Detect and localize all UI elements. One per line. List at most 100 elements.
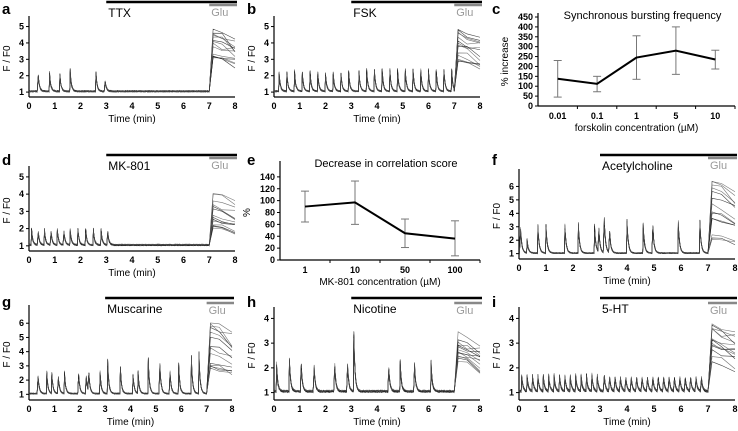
x-tick-label: 3 (597, 404, 602, 414)
x-tick-label: 2 (570, 404, 575, 414)
fluorescence-trace (273, 331, 481, 393)
y-tick-label: 3 (264, 338, 269, 348)
x-tick-label: 1 (52, 255, 57, 265)
fluorescence-trace (273, 337, 481, 393)
y-tick-label: 150 (518, 71, 533, 81)
fluorescence-trace (273, 334, 481, 394)
x-tick-label: 7 (452, 101, 457, 111)
fluorescence-trace (29, 218, 236, 246)
fluorescence-trace (273, 59, 481, 93)
x-tick-label: 1 (297, 404, 302, 414)
fluorescence-trace (518, 344, 736, 393)
x-tick-label: 0 (271, 101, 276, 111)
drug-label: FSK (353, 6, 376, 20)
y-tick-label: 2 (264, 363, 269, 373)
fluorescence-trace (518, 323, 736, 393)
fluorescence-trace (273, 332, 481, 393)
x-tick-label: 10 (710, 111, 720, 121)
y-tick-label: 2 (509, 363, 514, 373)
fluorescence-trace (273, 332, 481, 394)
drug-label: MK-801 (108, 159, 150, 173)
x-tick-label: 0 (26, 404, 31, 414)
fluorescence-trace (518, 327, 736, 393)
y-tick-label: 80 (265, 208, 275, 218)
x-tick-label: 1 (543, 404, 548, 414)
x-tick-label: 0 (516, 263, 521, 273)
fluorescence-trace (28, 214, 236, 246)
y-axis-label: F / F0 (492, 203, 503, 230)
fluorescence-trace (273, 334, 481, 393)
fluorescence-trace (273, 331, 481, 393)
x-tick-label: 1 (297, 101, 302, 111)
x-tick-label: 3 (104, 255, 109, 265)
fluorescence-trace (273, 36, 481, 93)
panel-label: e (247, 152, 255, 169)
x-tick-label: 0 (271, 404, 276, 414)
panel-label: a (2, 1, 11, 18)
x-tick-label: 4 (624, 404, 629, 414)
x-tick-label: 2 (78, 101, 83, 111)
y-tick-label: 5 (509, 195, 514, 205)
y-tick-label: 350 (518, 32, 533, 42)
y-tick-label: 5 (19, 332, 24, 342)
chart-title: Decrease in correlation score (314, 158, 457, 170)
y-tick-label: 50 (523, 91, 533, 101)
y-tick-label: 3 (19, 361, 24, 371)
x-tick-label: 2 (323, 101, 328, 111)
y-tick-label: 2 (19, 375, 24, 385)
x-tick-label: 8 (232, 255, 237, 265)
x-tick-label: 8 (477, 404, 482, 414)
x-tick-label: 4 (129, 101, 134, 111)
fluorescence-trace (28, 33, 236, 93)
y-tick-label: 4 (19, 347, 24, 357)
x-tick-label: 6 (181, 255, 186, 265)
x-tick-label: 0 (26, 255, 31, 265)
x-tick-label: 0 (516, 404, 521, 414)
x-tick-label: 10 (350, 265, 360, 275)
fluorescence-trace (273, 339, 481, 393)
x-tick-label: 5 (400, 101, 405, 111)
fluorescence-trace (273, 29, 481, 92)
x-tick-label: 0.01 (549, 111, 567, 121)
x-tick-label: 3 (349, 101, 354, 111)
panel-label: d (2, 152, 11, 169)
y-axis-label: F / F0 (2, 45, 13, 72)
y-tick-label: 300 (518, 42, 533, 52)
fluorescence-trace (273, 58, 481, 93)
y-tick-label: 400 (518, 22, 533, 32)
y-axis-label: F / F0 (2, 341, 13, 368)
x-axis-label: Time (min) (353, 114, 400, 125)
y-tick-label: 4 (264, 38, 269, 48)
y-axis-label: F / F0 (492, 342, 503, 369)
y-tick-label: 100 (518, 81, 533, 91)
x-tick-label: 8 (732, 263, 737, 273)
x-tick-label: 0.1 (591, 111, 604, 121)
fluorescence-trace (28, 322, 233, 395)
y-tick-label: 3 (509, 338, 514, 348)
chart-title: Synchronous bursting frequency (564, 10, 722, 22)
y-tick-label: 0 (270, 255, 275, 265)
y-axis-label: F / F0 (2, 197, 13, 224)
x-tick-label: 4 (374, 101, 379, 111)
fluorescence-trace (28, 220, 236, 246)
fluorescence-trace (518, 328, 736, 393)
glu-label: Glu (456, 305, 473, 317)
y-tick-label: 250 (518, 52, 533, 62)
y-tick-label: 0 (528, 101, 533, 111)
y-tick-label: 5 (19, 22, 24, 32)
y-tick-label: 1 (509, 388, 514, 398)
y-tick-label: 200 (518, 61, 533, 71)
glu-label: Glu (209, 305, 226, 317)
y-tick-label: 4 (509, 313, 514, 323)
x-tick-label: 5 (673, 111, 678, 121)
glu-label: Glu (211, 7, 228, 19)
x-tick-label: 6 (678, 404, 683, 414)
glu-label: Glu (710, 305, 727, 317)
y-tick-label: 1 (509, 249, 514, 259)
x-axis-label: forskolin concentration (µM) (575, 123, 699, 134)
x-tick-label: 6 (426, 101, 431, 111)
x-tick-label: 2 (323, 404, 328, 414)
